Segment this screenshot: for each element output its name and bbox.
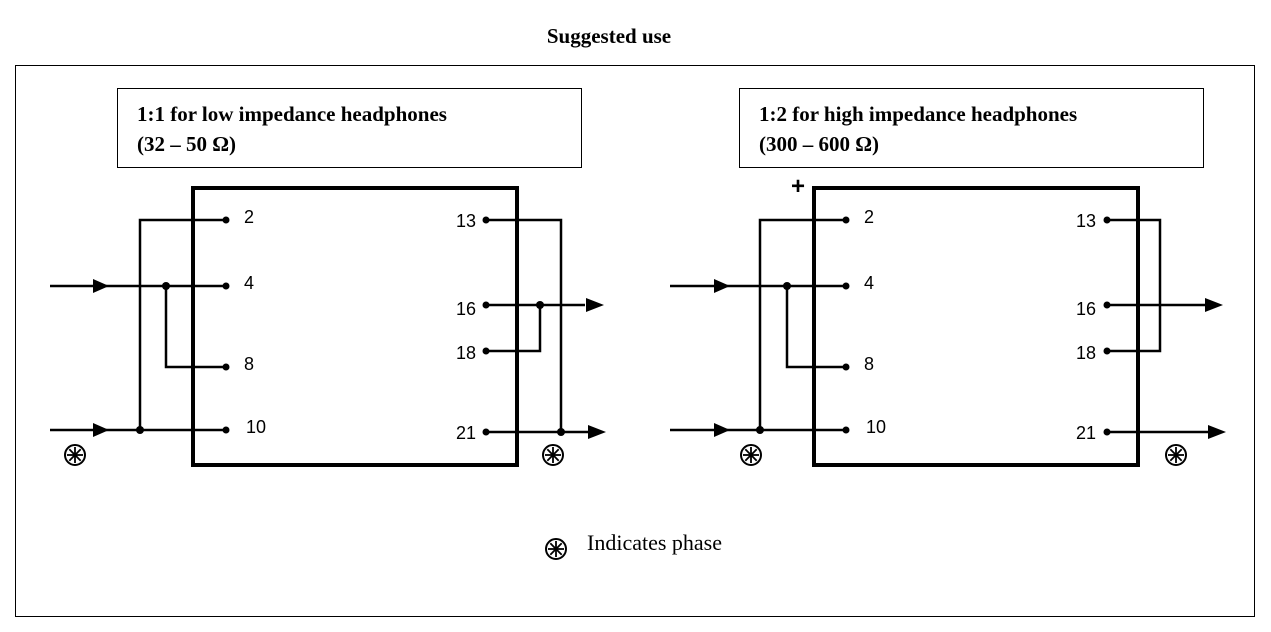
phase-asterisk-icon bbox=[64, 444, 86, 466]
polarity-mark: + bbox=[791, 173, 805, 200]
pin-label: 4 bbox=[244, 273, 254, 293]
config-label-line2: (32 – 50 Ω) bbox=[137, 132, 237, 156]
phase-asterisk-icon bbox=[545, 538, 567, 560]
pin-label: 8 bbox=[244, 354, 254, 374]
pin-dots-secondary bbox=[482, 216, 490, 436]
phase-asterisk-icon bbox=[1165, 444, 1187, 466]
pin-label: 2 bbox=[864, 207, 874, 227]
secondary-wiring bbox=[1107, 218, 1208, 434]
config-label-high-impedance: 1:2 for high impedance headphones (300 –… bbox=[739, 88, 1204, 168]
diagram-frame bbox=[15, 65, 1255, 617]
page-title: Suggested use bbox=[546, 24, 672, 48]
junction-dots bbox=[136, 282, 565, 436]
config-label-line1: 1:1 for low impedance headphones bbox=[137, 102, 447, 126]
transformer-left: 2 4 8 10 13 16 18 21 bbox=[50, 186, 606, 467]
secondary-arrows bbox=[586, 298, 606, 439]
pin-label: 8 bbox=[864, 354, 874, 374]
config-label-line2: (300 – 600 Ω) bbox=[759, 132, 880, 156]
pin-label: 18 bbox=[1076, 343, 1096, 363]
pin-label: 13 bbox=[456, 211, 476, 231]
primary-arrows bbox=[93, 279, 109, 437]
config-label-line1: 1:2 for high impedance headphones bbox=[759, 102, 1078, 126]
pin-label: 16 bbox=[1076, 299, 1096, 319]
pin-label: 21 bbox=[456, 423, 476, 443]
pin-dots-primary bbox=[222, 216, 230, 434]
phase-asterisk-icon bbox=[740, 444, 762, 466]
primary-wiring bbox=[50, 218, 226, 432]
transformer-right: + 2 4 8 10 bbox=[670, 173, 1226, 467]
pin-label: 10 bbox=[246, 417, 266, 437]
legend-text: Indicates phase bbox=[587, 530, 722, 555]
pin-label: 18 bbox=[456, 343, 476, 363]
pin-label: 2 bbox=[244, 207, 254, 227]
pin-dots-secondary bbox=[1103, 216, 1111, 436]
pin-dots-primary bbox=[842, 216, 850, 434]
pin-label: 13 bbox=[1076, 211, 1096, 231]
config-label-low-impedance: 1:1 for low impedance headphones (32 – 5… bbox=[117, 88, 582, 168]
pin-label: 10 bbox=[866, 417, 886, 437]
transformer-body bbox=[191, 186, 519, 467]
junction-dots bbox=[756, 282, 791, 434]
primary-wiring bbox=[670, 218, 846, 432]
pin-label: 4 bbox=[864, 273, 874, 293]
legend: Indicates phase bbox=[545, 530, 722, 560]
secondary-arrows bbox=[1205, 298, 1226, 439]
transformer-body bbox=[812, 186, 1140, 467]
secondary-wiring bbox=[486, 218, 588, 434]
pin-label: 16 bbox=[456, 299, 476, 319]
primary-arrows bbox=[714, 279, 730, 437]
phase-asterisk-icon bbox=[542, 444, 564, 466]
pin-label: 21 bbox=[1076, 423, 1096, 443]
